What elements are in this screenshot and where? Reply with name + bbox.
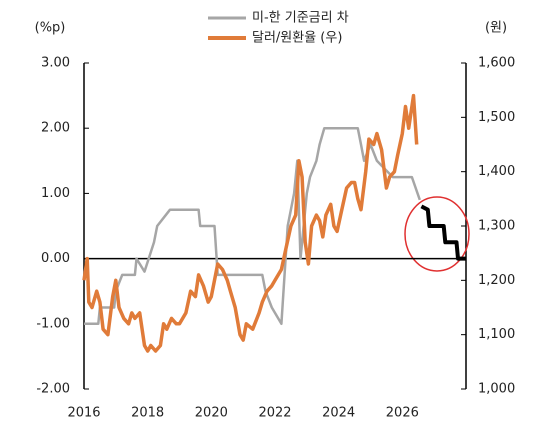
x-tick-label: 2026	[386, 406, 419, 421]
y2-tick-label: 1,200	[478, 273, 515, 288]
highlight-circle	[404, 196, 470, 272]
y-tick-label: -1.00	[36, 316, 70, 331]
y-tick-label: 1.00	[41, 186, 70, 201]
series-line	[420, 204, 466, 261]
series-line	[82, 93, 419, 353]
y2-tick-label: 1,300	[478, 219, 515, 234]
y2-tick-label: 1,500	[478, 110, 515, 125]
x-tick-label: 2018	[131, 406, 164, 421]
y-tick-label: -2.00	[36, 382, 70, 397]
y2-axis-label: (원)	[485, 21, 507, 36]
y2-tick-label: 1,000	[478, 382, 515, 397]
y-tick-label: 0.00	[41, 251, 70, 266]
x-tick-label: 2016	[67, 406, 100, 421]
y2-tick-label: 1,600	[478, 56, 515, 71]
legend-label: 달러/원환율 (우)	[252, 31, 342, 46]
x-tick-label: 2020	[195, 406, 228, 421]
legend-label: 미-한 기준금리 차	[252, 11, 349, 26]
y-axis-label: (%p)	[35, 21, 66, 36]
series-line	[84, 126, 421, 326]
y-tick-label: 2.00	[41, 121, 70, 136]
x-tick-label: 2022	[258, 406, 291, 421]
y2-tick-label: 1,100	[478, 327, 515, 342]
x-tick-label: 2024	[322, 406, 355, 421]
y-tick-label: 3.00	[41, 56, 70, 71]
y2-tick-label: 1,400	[478, 164, 515, 179]
